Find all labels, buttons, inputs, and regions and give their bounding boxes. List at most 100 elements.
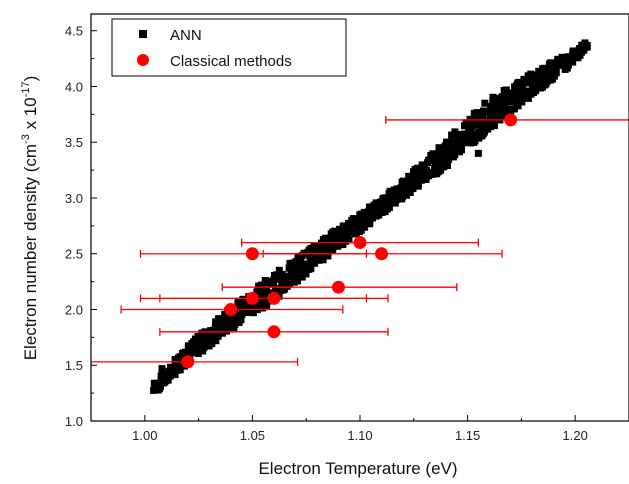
ann-point: [283, 282, 291, 290]
y-axis-title: Electron number density (cm-3 x 10-17): [20, 76, 40, 361]
ann-point: [198, 341, 206, 349]
ann-point: [552, 68, 560, 76]
ann-point: [288, 266, 296, 273]
ann-point: [486, 114, 494, 122]
ann-point: [258, 287, 266, 294]
ann-point: [431, 155, 439, 163]
y-tick-label: 4.0: [65, 79, 83, 94]
ann-point: [194, 350, 202, 357]
ann-point: [200, 332, 208, 340]
ann-point: [510, 105, 518, 113]
y-tick-label: 2.5: [65, 247, 83, 262]
ann-point: [336, 225, 343, 233]
ann-point: [501, 111, 509, 119]
ann-point: [570, 47, 577, 55]
ann-point: [554, 61, 562, 69]
ann-point: [464, 122, 472, 130]
ann-point: [184, 343, 192, 351]
x-tick-label: 1.00: [132, 428, 157, 443]
ann-point: [199, 347, 207, 355]
ann-point: [350, 215, 358, 223]
ann-point: [208, 340, 216, 348]
legend-ann-marker: [139, 30, 147, 38]
ann-point: [501, 101, 509, 109]
ann-point: [382, 198, 390, 206]
ann-point: [261, 277, 269, 284]
ann-point: [375, 206, 383, 214]
ann-point: [217, 325, 225, 333]
ann-point: [583, 42, 591, 49]
classical-point: [224, 302, 238, 316]
ann-point: [444, 162, 451, 169]
ann-point: [499, 105, 507, 113]
ann-point: [357, 226, 365, 234]
ann-point: [404, 185, 412, 193]
ann-point: [425, 156, 433, 164]
ann-point: [214, 332, 222, 340]
classical-point: [181, 355, 195, 369]
ann-point: [275, 266, 283, 274]
ann-point: [215, 320, 223, 328]
classical-point: [504, 113, 518, 127]
ann-point: [435, 157, 443, 165]
ann-point: [345, 236, 353, 244]
ann-point: [308, 248, 316, 256]
ann-point: [429, 150, 437, 158]
ann-point: [158, 365, 166, 373]
ann-point: [350, 226, 358, 233]
ann-point: [541, 81, 549, 89]
ann-point: [515, 79, 523, 87]
ann-point: [498, 93, 506, 101]
ann-point: [436, 150, 444, 158]
classical-point: [267, 291, 281, 305]
ann-point: [319, 256, 327, 264]
ann-point: [329, 245, 337, 253]
ann-point: [550, 72, 558, 80]
classical-point: [245, 247, 259, 261]
ann-point: [343, 230, 351, 238]
ann-point: [279, 285, 287, 293]
ann-point: [162, 374, 170, 382]
ann-point: [474, 149, 482, 157]
ann-point: [249, 309, 257, 317]
ann-point: [385, 204, 393, 211]
ann-point: [487, 102, 495, 110]
ann-point: [433, 162, 441, 170]
plot-area: [91, 39, 629, 394]
ann-point: [367, 207, 375, 215]
ann-point: [422, 166, 430, 174]
ann-point: [230, 324, 238, 331]
ann-point: [440, 163, 448, 171]
ann-point: [426, 169, 434, 177]
ann-point: [221, 322, 229, 330]
ann-point: [331, 229, 339, 237]
y-tick-label: 3.0: [65, 191, 83, 206]
x-tick-label: 1.20: [563, 428, 588, 443]
ann-point: [465, 139, 473, 146]
ann-point: [154, 386, 162, 394]
ann-point: [539, 73, 547, 81]
ann-point: [487, 123, 495, 131]
ann-point: [403, 179, 411, 187]
ann-point: [461, 130, 469, 138]
ann-point: [481, 99, 489, 107]
y-tick-label: 1.5: [65, 358, 83, 373]
ann-point: [296, 260, 304, 268]
ann-point: [173, 357, 181, 365]
ann-point: [545, 60, 553, 68]
ann-point: [237, 315, 245, 323]
ann-point: [222, 310, 230, 318]
ann-point: [239, 308, 246, 316]
ann-point: [518, 98, 526, 106]
ann-point: [482, 118, 490, 126]
ann-point: [505, 108, 513, 116]
ann-point: [284, 273, 292, 281]
legend-classical-label: Classical methods: [170, 53, 292, 70]
ann-point: [366, 219, 374, 227]
y-tick-label: 3.5: [65, 135, 83, 150]
ann-point: [370, 201, 378, 209]
ann-point: [409, 181, 417, 189]
ann-point: [166, 372, 174, 380]
ann-point: [294, 257, 302, 265]
